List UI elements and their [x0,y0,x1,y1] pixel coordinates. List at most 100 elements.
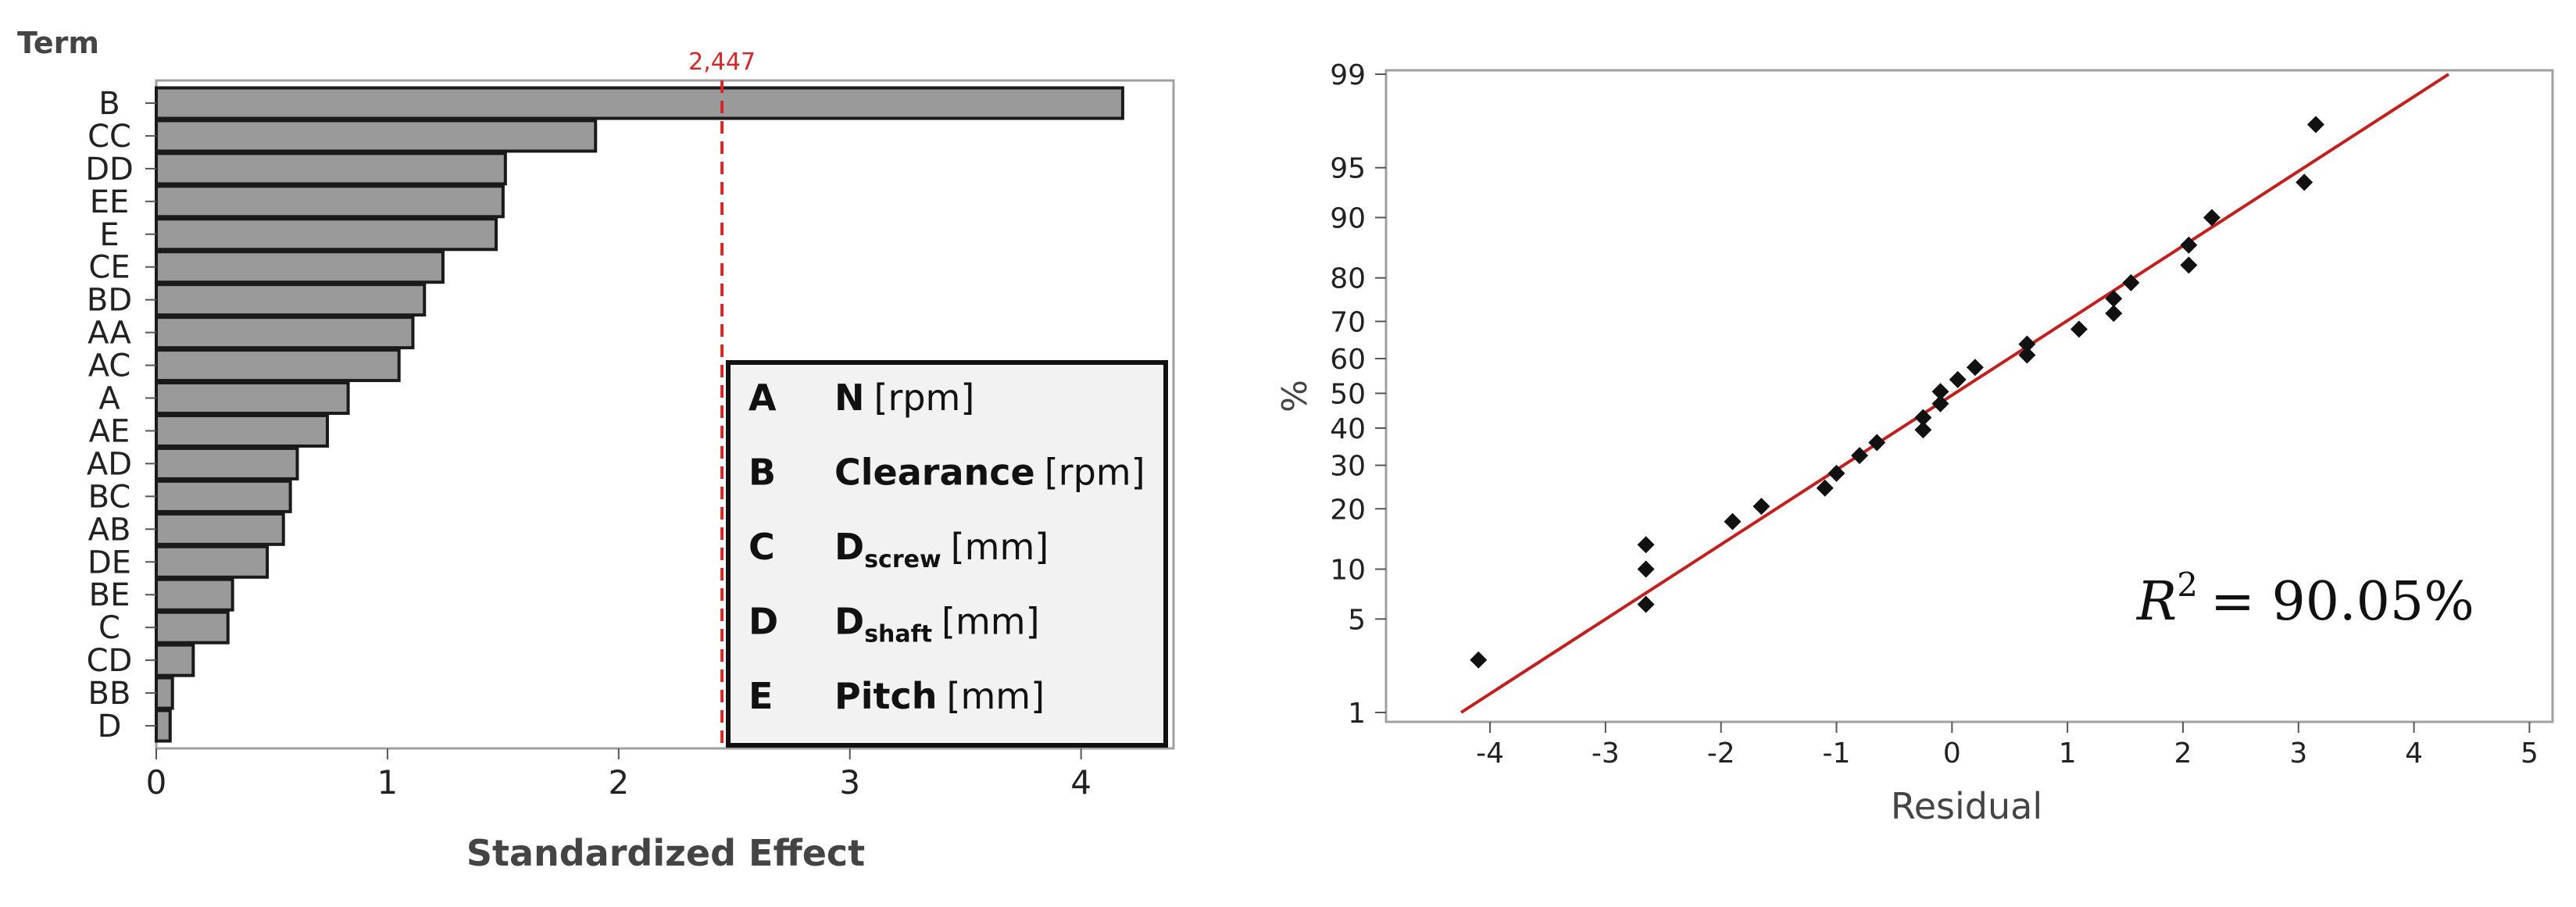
factor-legend-box [726,360,1168,748]
bar-AA [155,316,415,350]
legend-key-A: A [749,377,777,419]
x-tick-label: 4 [1070,763,1091,802]
r-squared-symbol: R [2135,571,2177,633]
pareto-reference-line-group: 2,447 [688,48,756,748]
bar-E [155,217,498,252]
category-label-CE: CE [88,250,130,286]
residual-point [2122,273,2140,291]
legend-entry-A: N [rpm] [834,377,974,419]
category-label-DD: DD [85,152,134,187]
x-tick-label: 0 [1943,737,1961,770]
category-label-C: C [98,610,120,646]
category-label-CD: CD [87,643,133,679]
bar-AB [155,512,285,546]
y-tick-label: 99 [1330,59,1366,91]
y-tick-label: 95 [1330,153,1366,185]
bar-B [155,86,1124,120]
x-tick-label: -1 [1823,737,1851,770]
factor-legend: A N [rpm] B Clearance [rpm] C Dscrew [mm] D Dshaft… [726,360,1168,748]
x-tick-label: 3 [2289,737,2307,770]
residual-point [2306,116,2324,134]
residual-point [2105,290,2123,308]
y-tick-label: 30 [1330,451,1366,483]
y-tick-label: 90 [1330,202,1366,234]
pareto-x-ticks: 0 1 2 3 4 [146,748,1091,802]
residual-point [2070,320,2088,338]
y-tick-label: 5 [1348,604,1366,636]
category-label-AD: AD [87,446,132,482]
residual-point [2296,173,2313,191]
x-tick-label: -2 [1707,737,1735,770]
bar-BE [155,577,234,612]
probplot-points [1470,116,2324,669]
residual-point [1724,512,1742,530]
bar-DD [155,152,507,186]
bar-CD [155,643,195,677]
category-label-BD: BD [87,283,132,319]
residual-point [1752,498,1770,516]
pareto-bars [155,86,1124,743]
category-label-DE: DE [88,545,131,580]
category-label-BC: BC [88,479,131,515]
residual-point [1637,595,1655,613]
bar-DE [155,545,270,579]
y-tick-label: 60 [1330,344,1366,376]
residual-point [1949,370,1967,388]
legend-entry-C: Dscrew [mm] [834,526,1049,573]
legend-entry-B: Clearance [rpm] [834,452,1145,494]
legend-key-D: D [749,601,778,643]
probplot-fit-line-group [1459,73,2450,714]
category-label-D: D [98,709,122,745]
category-label-B: B [98,86,120,122]
residual-point [1931,395,1949,412]
bar-EE [155,184,505,219]
category-label-AB: AB [88,512,131,548]
bar-CC [155,119,598,153]
x-tick-label: -3 [1592,737,1620,770]
residual-point [1827,464,1845,482]
pareto-term-label: Term [17,26,99,60]
y-tick-label: 70 [1330,306,1366,338]
probplot-x-axis-title: Residual [1891,785,2042,827]
legend-entry-E: Pitch [mm] [834,675,1045,717]
category-label-BB: BB [88,676,131,712]
category-label-A: A [98,381,120,417]
reference-line-label: 2,447 [688,48,756,76]
residual-point [2018,335,2036,353]
residual-point [1816,479,1834,497]
r-squared-value: = 90.05% [2210,571,2474,633]
legend-entry-D: Dshaft [mm] [834,601,1040,648]
y-tick-label: 50 [1330,379,1366,411]
residual-point [2180,236,2198,254]
category-label-AE: AE [89,413,130,449]
r-squared-exponent: 2 [2177,566,2198,604]
probplot-x-ticks: -4 -3 -2 -1 0 1 2 3 4 5 [1476,722,2538,770]
fit-line [1459,73,2450,714]
bar-BC [155,479,292,513]
y-tick-label: 10 [1330,555,1366,587]
x-tick-label: 4 [2405,737,2423,770]
residual-point [1868,434,1886,452]
probplot-frame [1384,69,2554,723]
legend-key-C: C [749,526,775,568]
residual-point [2105,305,2123,323]
category-label-AA: AA [88,316,131,352]
y-tick-label: 20 [1330,494,1366,526]
pareto-chart: Term BCCDDEEECEBDAAACAAEADBCABDEBECCDBBD… [17,26,1175,874]
y-tick-label: 1 [1348,698,1366,730]
r-squared-annotation: R2 = 90.05% [2135,566,2474,633]
residual-point [1914,421,1932,439]
x-tick-label: 2 [2174,737,2192,770]
x-tick-label: -4 [1476,737,1504,770]
probplot-y-axis-title: % [1275,380,1315,412]
residual-point [1637,560,1655,578]
x-tick-label: 1 [377,763,398,802]
bar-AC [155,348,401,383]
residual-point [2018,346,2036,364]
bar-AE [155,413,329,448]
x-tick-label: 5 [2521,737,2538,770]
residual-point [1470,651,1488,669]
